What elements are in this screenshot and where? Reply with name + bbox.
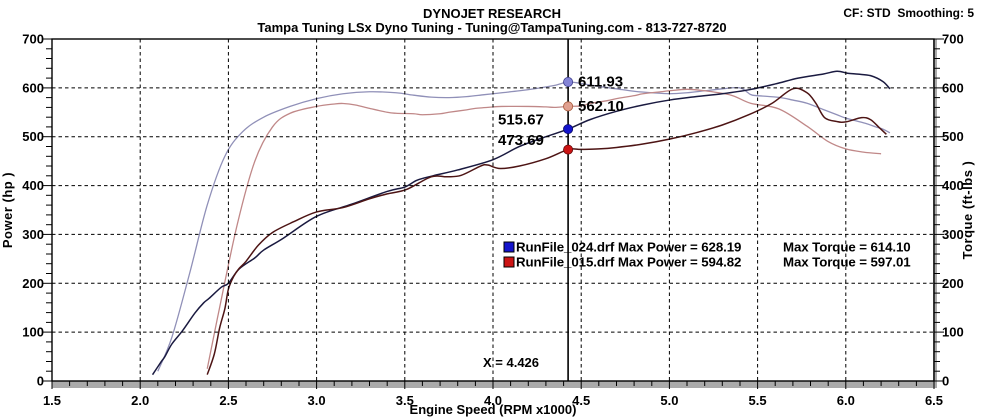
svg-text:700: 700: [942, 32, 964, 47]
svg-text:473.69: 473.69: [498, 132, 544, 149]
svg-text:400: 400: [22, 178, 44, 193]
svg-text:500: 500: [22, 129, 44, 144]
svg-text:6.5: 6.5: [925, 393, 943, 408]
svg-text:5.5: 5.5: [749, 393, 767, 408]
svg-text:4.0: 4.0: [484, 393, 502, 408]
svg-text:500: 500: [942, 129, 964, 144]
svg-text:200: 200: [942, 276, 964, 291]
svg-text:400: 400: [942, 178, 964, 193]
svg-text:3.0: 3.0: [308, 393, 326, 408]
svg-text:5.0: 5.0: [660, 393, 678, 408]
svg-text:300: 300: [942, 227, 964, 242]
svg-text:200: 200: [22, 276, 44, 291]
svg-text:Max Torque = 597.01: Max Torque = 597.01: [783, 254, 911, 269]
svg-text:Torque (ft-lbs ): Torque (ft-lbs ): [960, 161, 975, 260]
svg-text:RunFile_024.drf Max Power = 62: RunFile_024.drf Max Power = 628.19: [516, 239, 741, 254]
svg-text:2.0: 2.0: [131, 393, 149, 408]
svg-text:600: 600: [22, 80, 44, 95]
svg-text:X = 4.426: X = 4.426: [483, 355, 539, 370]
svg-text:1.5: 1.5: [43, 393, 61, 408]
svg-text:562.10: 562.10: [578, 98, 624, 115]
svg-text:0: 0: [942, 374, 949, 389]
svg-text:Max Torque = 614.10: Max Torque = 614.10: [783, 239, 911, 254]
svg-text:300: 300: [22, 227, 44, 242]
svg-text:3.5: 3.5: [396, 393, 414, 408]
svg-text:515.67: 515.67: [498, 112, 544, 129]
svg-text:700: 700: [22, 32, 44, 47]
svg-text:Power (hp ): Power (hp ): [0, 172, 15, 248]
svg-text:RunFile_015.drf Max Power = 59: RunFile_015.drf Max Power = 594.82: [516, 254, 741, 269]
svg-text:6.0: 6.0: [837, 393, 855, 408]
svg-text:4.5: 4.5: [572, 393, 590, 408]
svg-text:100: 100: [22, 325, 44, 340]
svg-text:600: 600: [942, 80, 964, 95]
svg-text:2.5: 2.5: [219, 393, 237, 408]
svg-text:100: 100: [942, 325, 964, 340]
svg-text:0: 0: [37, 374, 44, 389]
